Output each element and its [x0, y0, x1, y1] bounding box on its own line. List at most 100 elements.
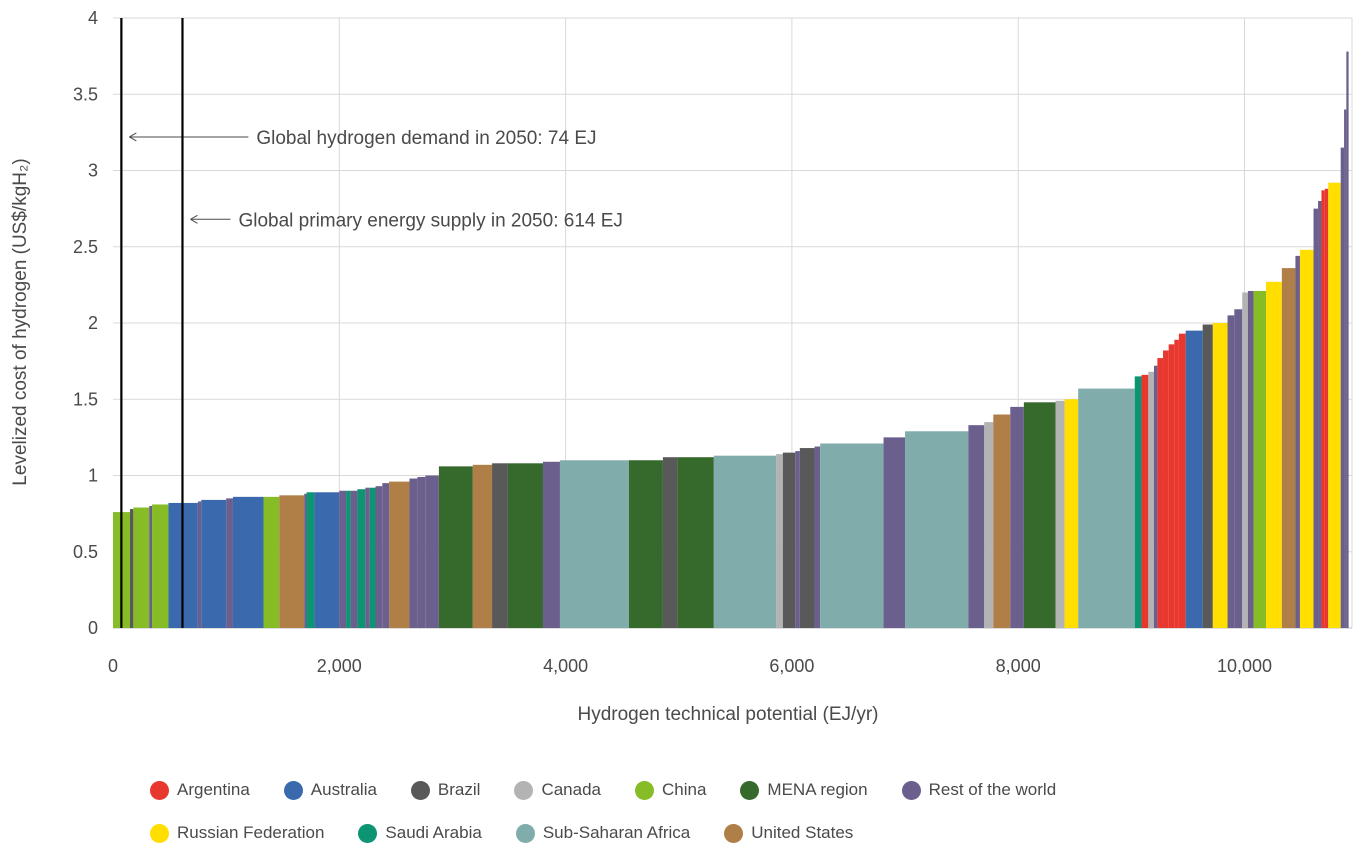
legend-swatch	[635, 780, 654, 800]
bar-saudi-arabia	[306, 492, 315, 628]
bar-rest-of-the-world	[425, 475, 439, 628]
y-tick-label: 4	[88, 8, 98, 28]
reference-annotation: Global hydrogen demand in 2050: 74 EJ	[256, 128, 596, 149]
bar-russian-federation	[1328, 182, 1341, 628]
chart-legend: Argentina Australia Brazil Canada China MENA …	[150, 778, 1300, 864]
bar-russian-federation	[1064, 399, 1079, 628]
legend-swatch	[358, 823, 378, 843]
bar-sub-saharan-africa	[820, 443, 884, 628]
bar-canada	[1148, 371, 1154, 628]
x-tick-label: 4,000	[543, 656, 588, 676]
y-tick-label: 2.5	[73, 237, 98, 257]
x-tick-label: 10,000	[1217, 656, 1272, 676]
legend-item: Brazil	[410, 780, 480, 800]
bar-united-states	[389, 481, 410, 628]
bar-rest-of-the-world	[968, 425, 985, 628]
bar-mena-region	[1023, 402, 1056, 628]
y-axis-title: Levelized cost of hydrogen (US$/kgH₂)	[10, 158, 31, 485]
legend-item: Sub-Saharan Africa	[515, 823, 691, 843]
bar-saudi-arabia	[357, 489, 366, 628]
bar-brazil	[492, 463, 508, 628]
bar-mena-region	[507, 463, 543, 628]
bar-argentina	[1157, 358, 1164, 628]
legend-label: United States	[751, 823, 854, 842]
bar-argentina	[1141, 374, 1149, 628]
x-tick-label: 8,000	[996, 656, 1041, 676]
bar-australia	[232, 496, 264, 628]
x-tick-label: 6,000	[769, 656, 814, 676]
reference-annotation: Global primary energy supply in 2050: 61…	[238, 210, 622, 231]
legend-label: Sub-Saharan Africa	[542, 823, 691, 842]
bar-rest-of-the-world	[197, 501, 202, 628]
bar-australia	[201, 499, 227, 628]
legend-item: Russian Federation	[150, 823, 324, 843]
bar-rest-of-the-world	[1340, 147, 1345, 628]
bar-mena-region	[628, 460, 663, 628]
bar-russian-federation	[1212, 323, 1228, 628]
bar-united-states	[279, 495, 305, 628]
y-tick-label: 0.5	[73, 542, 98, 562]
bar-brazil	[799, 448, 815, 628]
bar-argentina	[1321, 190, 1325, 628]
bar-united-states	[993, 414, 1011, 628]
bar-rest-of-the-world	[1344, 109, 1347, 628]
bar-rest-of-the-world	[1318, 201, 1322, 628]
bar-rest-of-the-world	[814, 446, 821, 628]
bar-rest-of-the-world	[365, 487, 370, 628]
legend-label: MENA region	[767, 780, 868, 799]
bar-saudi-arabia	[369, 487, 376, 628]
bar-australia	[314, 492, 340, 628]
bar-rest-of-the-world	[1346, 51, 1349, 629]
legend-label: Australia	[310, 780, 377, 799]
bar-rest-of-the-world	[409, 478, 418, 628]
legend-item: MENA region	[740, 780, 868, 800]
bar-rest-of-the-world	[1010, 406, 1024, 628]
bar-canada	[984, 422, 994, 628]
bar-argentina	[1178, 333, 1186, 628]
bar-argentina	[1324, 188, 1329, 629]
arrow-head-icon	[190, 214, 198, 224]
legend-swatch	[901, 780, 921, 800]
bar-mena-region	[677, 457, 714, 628]
x-tick-label: 0	[108, 656, 118, 676]
legend-item: China	[635, 780, 706, 800]
bar-saudi-arabia	[1134, 376, 1142, 628]
bar-rest-of-the-world	[1234, 309, 1243, 628]
legend-row: Argentina Australia Brazil Canada China MENA …	[150, 778, 1300, 802]
legend-item: United States	[724, 823, 853, 843]
bar-rest-of-the-world	[883, 437, 906, 628]
bar-rest-of-the-world	[304, 493, 307, 628]
legend-swatch	[150, 823, 169, 843]
bar-russian-federation	[1266, 281, 1282, 628]
bar-brazil	[1202, 324, 1213, 628]
bar-rest-of-the-world	[1227, 315, 1235, 628]
legend-item: Australia	[283, 780, 377, 800]
bar-rest-of-the-world	[1247, 290, 1254, 628]
bar-china	[152, 504, 169, 628]
bar-rest-of-the-world	[1313, 208, 1319, 628]
y-tick-label: 2	[88, 313, 98, 333]
legend-item: Canada	[514, 780, 601, 800]
bar-russian-federation	[1299, 249, 1314, 629]
bar-rest-of-the-world	[542, 461, 560, 628]
bar-rest-of-the-world	[350, 490, 358, 628]
bar-rest-of-the-world	[1153, 365, 1158, 628]
bar-argentina	[1168, 344, 1175, 628]
x-tick-label: 2,000	[317, 656, 362, 676]
legend-item: Saudi Arabia	[358, 823, 482, 843]
bar-sub-saharan-africa	[559, 460, 629, 628]
legend-swatch	[740, 780, 760, 800]
legend-item: Rest of the world	[901, 780, 1056, 800]
reference-lines: Global hydrogen demand in 2050: 74 EJ Glo…	[120, 18, 623, 628]
legend-swatch	[283, 780, 303, 800]
bar-rest-of-the-world	[339, 490, 347, 628]
axis-ticks: 0 0.5 1 1.5 2 2.5 3 3.5 4 0 2,000 4,000 6,000 8,000 10…	[73, 8, 1272, 676]
bar-sub-saharan-africa	[713, 455, 777, 628]
legend-swatch	[515, 823, 535, 843]
bar-china	[1253, 290, 1267, 628]
bar-canada	[1242, 292, 1248, 628]
bar-rest-of-the-world	[149, 506, 153, 628]
y-tick-label: 3.5	[73, 84, 98, 104]
